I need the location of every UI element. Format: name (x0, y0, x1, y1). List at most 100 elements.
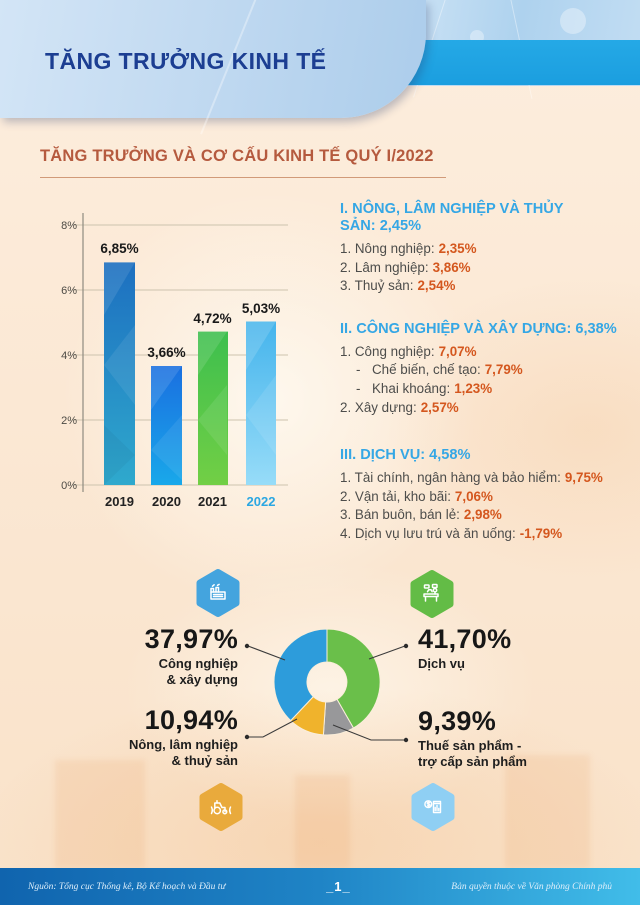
y-tick: 6% (61, 285, 77, 297)
bar-2019 (104, 262, 135, 485)
share-label: Nông, lâm nghiệp & thuỷ sản (129, 737, 238, 768)
item-value: 7,06% (454, 488, 493, 504)
heading-text: I. NÔNG, LÂM NGHIỆP VÀ THỦY SẢN: (340, 201, 564, 234)
breakdown-item: 2. Vận tải, kho bãi: 7,06% (340, 488, 640, 507)
bars (104, 262, 276, 485)
item-value: 7,79% (484, 362, 523, 378)
item-label: Khai khoáng: (372, 380, 451, 396)
item-label: 1. Công nghiệp: (340, 343, 435, 359)
breakdown-heading: II. CÔNG NGHIỆP VÀ XÂY DỰNG: 6,38% (340, 321, 640, 338)
heading-value: 2,45% (379, 218, 422, 234)
callout-lines (247, 645, 406, 741)
share-label-line: & xây dựng (166, 671, 238, 687)
breakdown-item: 1. Nông nghiệp: 2,35% (340, 240, 640, 259)
footer-copyright: Bản quyền thuộc về Văn phòng Chính phủ (451, 881, 612, 892)
section-title: TĂNG TRƯỞNG VÀ CƠ CẤU KINH TẾ QUÝ I/2022 (40, 147, 434, 165)
page-number: _1_ (326, 879, 351, 894)
share-services: 41,70% Dịch vụ (418, 626, 511, 672)
y-tick: 4% (61, 350, 77, 362)
share-label: Công nghiệp & xây dựng (145, 656, 238, 687)
share-label-line: Thuế sản phẩm - (418, 738, 522, 753)
background-structure (505, 755, 590, 868)
breakdown-item: 1. Tài chính, ngân hàng và bảo hiểm: 9,75… (340, 469, 640, 488)
heading-text: III. DỊCH VỤ: (340, 447, 426, 464)
y-tick: 8% (61, 220, 77, 232)
service-counter-icon (423, 583, 439, 602)
sector-breakdown: I. NÔNG, LÂM NGHIỆP VÀ THỦY SẢN: 2,45% 1.… (340, 201, 640, 544)
breakdown-item: 2. Lâm nghiệp: 3,86% (340, 259, 640, 278)
item-label: 1. Nông nghiệp: (340, 241, 435, 256)
share-label: Dịch vụ (418, 656, 511, 672)
item-label: 3. Bán buôn, bán lẻ: (340, 507, 460, 523)
bar-value-label: 5,03% (242, 301, 280, 316)
tractor-icon (210, 800, 232, 815)
y-axis-ticks: 8% 6% 4% 2% 0% (61, 220, 77, 492)
background-structure (55, 760, 145, 868)
x-axis-labels: 2019 2020 2021 2022 (105, 494, 275, 509)
y-tick: 0% (61, 480, 77, 492)
share-label-line: Dịch vụ (418, 656, 465, 671)
services-hexagon (408, 568, 456, 620)
breakdown-subitem: - Khai khoáng: 1,23% (340, 380, 640, 399)
x-tick-2020: 2020 (152, 494, 181, 509)
item-value: 7,07% (438, 343, 477, 359)
breakdown-item: 1. Công nghiệp: 7,07% (340, 343, 640, 362)
item-value: 2,54% (417, 278, 456, 294)
donut-slices (273, 628, 381, 736)
share-value: 37,97% (144, 624, 238, 654)
item-label: 4. Dịch vụ lưu trú và ăn uống: (340, 525, 516, 541)
item-label: 3. Thuỷ sản: (340, 278, 414, 294)
footer-source: Nguồn: Tổng cục Thống kê, Bộ Kế hoạch và… (28, 881, 226, 892)
tax-hexagon (409, 781, 457, 833)
bar-2021 (198, 331, 228, 485)
breakdown-section-agriculture: I. NÔNG, LÂM NGHIỆP VÀ THỦY SẢN: 2,45% 1.… (340, 201, 640, 296)
x-tick-2022: 2022 (247, 494, 276, 509)
bar-value-label: 3,66% (147, 345, 185, 360)
gdp-structure-donut-chart (244, 628, 409, 743)
background-glow (120, 560, 540, 820)
bar-2022 (246, 321, 276, 485)
share-tax: 9,39% Thuế sản phẩm - trợ cấp sản phẩm (418, 708, 527, 769)
share-value: 41,70% (418, 624, 512, 654)
item-bullet: - (356, 380, 361, 396)
x-tick-2019: 2019 (105, 494, 134, 509)
heading-text: II. CÔNG NGHIỆP VÀ XÂY DỰNG: (340, 320, 572, 337)
bar-value-labels: 6,85% 3,66% 4,72% 5,03% (100, 241, 280, 360)
item-label: 2. Xây dựng: (340, 399, 417, 415)
item-label: 2. Vận tải, kho bãi: (340, 488, 451, 504)
background-photo-haze (380, 280, 640, 580)
footer: Nguồn: Tổng cục Thống kê, Bộ Kế hoạch và… (0, 868, 640, 905)
heading-value: 6,38% (575, 320, 617, 337)
share-label-line: & thuỷ sản (171, 752, 238, 768)
item-label: 1. Tài chính, ngân hàng và bảo hiểm: (340, 470, 561, 486)
item-value: 1,23% (454, 380, 493, 396)
coin-chart-icon (424, 800, 442, 814)
bar-2020 (151, 366, 182, 485)
heading-value: 4,58% (429, 447, 471, 464)
section-title-divider (40, 177, 446, 178)
callout-dots (244, 643, 409, 743)
item-value: 3,86% (432, 259, 471, 275)
agriculture-hexagon (197, 781, 245, 833)
share-value: 10,94% (144, 705, 238, 735)
breakdown-item: 3. Thuỷ sản: 2,54% (340, 277, 640, 296)
share-label-line: Nông, lâm nghiệp (128, 737, 238, 752)
y-tick: 2% (61, 415, 77, 427)
industry-hexagon (194, 567, 242, 619)
breakdown-section-services: III. DỊCH VỤ: 4,58% 1. Tài chính, ngân hà… (340, 447, 640, 543)
item-value: -1,79% (519, 525, 563, 541)
gdp-bar-chart: 8% 6% 4% 2% 0% 6,85% 3,66% 4,72% 5,03% (61, 213, 288, 509)
breakdown-section-industry: II. CÔNG NGHIỆP VÀ XÂY DỰNG: 6,38% 1. Côn… (340, 321, 640, 417)
slice-services (326, 628, 381, 729)
background-bokeh (560, 8, 586, 34)
breakdown-item: 4. Dịch vụ lưu trú và ăn uống: -1,79% (340, 525, 640, 544)
share-agriculture: 10,94% Nông, lâm nghiệp & thuỷ sản (129, 707, 238, 768)
background-structure (295, 775, 350, 868)
item-value: 9,75% (564, 470, 603, 486)
x-tick-2021: 2021 (198, 494, 227, 509)
factory-icon (210, 583, 226, 600)
item-value: 2,98% (463, 507, 502, 523)
item-value: 2,57% (420, 399, 459, 415)
breakdown-heading: I. NÔNG, LÂM NGHIỆP VÀ THỦY SẢN: 2,45% (340, 201, 640, 235)
